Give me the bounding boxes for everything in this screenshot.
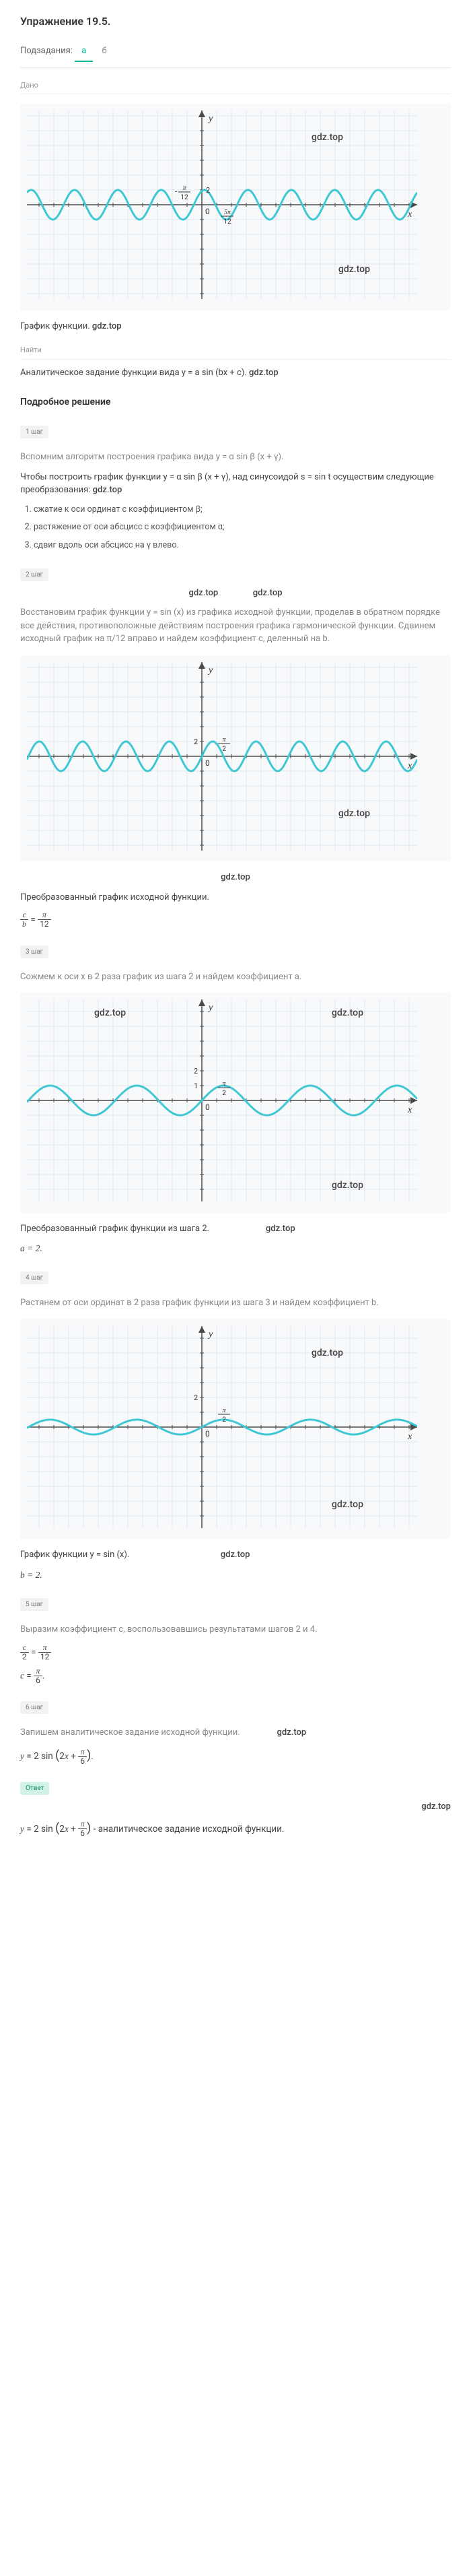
svg-text:2: 2 xyxy=(222,746,226,753)
graph-3-svg: yx012π2 xyxy=(27,999,417,1201)
svg-text:2: 2 xyxy=(194,1067,198,1076)
step6-text: Запишем аналитическое задание исходной ф… xyxy=(20,1726,451,1740)
svg-text:12: 12 xyxy=(180,194,188,201)
section-find: Найти xyxy=(20,345,451,360)
watermark: gdz.top xyxy=(277,1727,306,1738)
svg-text:0: 0 xyxy=(205,207,210,216)
step1-line2: Чтобы построить график функции y = α sin… xyxy=(20,472,434,496)
graph-4-svg: y x 0 2 π 2 xyxy=(27,1326,417,1528)
transform-list: сжатие к оси ординат с коэффициентом β; … xyxy=(34,504,451,552)
eq-cb: cb = π12 xyxy=(20,911,451,929)
page-title: Упражнение 19.5. xyxy=(20,13,451,30)
svg-text:y: y xyxy=(207,1329,213,1340)
list-item: сжатие к оси ординат с коэффициентом β; xyxy=(34,504,451,517)
step-3-badge: 3 шаг xyxy=(20,946,48,958)
step-6-badge: 6 шаг xyxy=(20,1701,48,1714)
list-item: сдвиг вдоль оси абсцисс на γ влево. xyxy=(34,539,451,552)
svg-text:0: 0 xyxy=(205,1102,210,1112)
graph-1-svg: yx0-π1225π12 xyxy=(27,110,417,299)
graph-1: yx0-π1225π12 gdz.top gdz.top xyxy=(20,104,451,310)
svg-text:y: y xyxy=(207,1003,213,1013)
tab-b[interactable]: б xyxy=(96,42,114,61)
svg-text:x: x xyxy=(407,1432,412,1442)
svg-text:2: 2 xyxy=(222,1416,226,1424)
watermark: gdz.top xyxy=(266,1224,295,1234)
eq-c2: c = π6. xyxy=(20,1667,451,1685)
step-4-badge: 4 шаг xyxy=(20,1272,48,1284)
watermark: gdz.top xyxy=(93,485,122,495)
svg-text:π: π xyxy=(222,736,226,744)
svg-text:12: 12 xyxy=(223,218,231,226)
graph3-caption: Преобразованный график функции из шага 2… xyxy=(20,1222,451,1236)
step6-line: Запишем аналитическое задание исходной ф… xyxy=(20,1727,240,1738)
svg-text:2: 2 xyxy=(194,1393,198,1402)
svg-text:π: π xyxy=(222,1407,226,1414)
graph2-caption: Преобразованный график исходной функции. xyxy=(20,891,451,904)
svg-text:0: 0 xyxy=(205,758,210,768)
eq-b: b = 2. xyxy=(20,1568,451,1582)
answer-badge: Ответ xyxy=(20,1782,49,1795)
watermark: gdz.top xyxy=(421,1802,451,1812)
graph1-caption: График функции. gdz.top xyxy=(20,320,451,333)
watermark: gdz.top xyxy=(253,588,283,598)
tab-a[interactable]: а xyxy=(75,42,93,62)
caption-text: Преобразованный график функции из шага 2… xyxy=(20,1224,209,1234)
svg-text:2: 2 xyxy=(194,737,198,746)
caption-text: График функции. xyxy=(20,321,90,331)
subtasks-label: Подзадания: xyxy=(20,46,73,56)
svg-text:2: 2 xyxy=(222,1090,226,1097)
svg-text:π: π xyxy=(182,185,186,192)
svg-text:1: 1 xyxy=(194,1082,198,1090)
answer-line: y = 2 sin (2x + π6) - аналитическое зада… xyxy=(20,1819,451,1839)
step-1-badge: 1 шаг xyxy=(20,426,48,438)
solution-heading: Подробное решение xyxy=(20,395,451,409)
step5-text: Выразим коэффициент c, воспользовавшись … xyxy=(20,1623,451,1637)
svg-text:2: 2 xyxy=(206,186,210,195)
svg-text:5π: 5π xyxy=(224,209,231,216)
step2-text: Восстановим график функции y = sin (x) и… xyxy=(20,606,451,646)
watermark: gdz.top xyxy=(188,588,218,598)
step3-text: Сожмем к оси x в 2 раза график из шага 2… xyxy=(20,970,451,984)
svg-text:-: - xyxy=(175,187,177,196)
eq-a: a = 2. xyxy=(20,1242,451,1255)
eq-final: y = 2 sin (2x + π6). xyxy=(20,1746,451,1766)
eq-c1: c2 = π12 xyxy=(20,1643,451,1661)
svg-text:0: 0 xyxy=(205,1429,210,1439)
step4-text: Растянем от оси ординат в 2 раза график … xyxy=(20,1296,451,1310)
svg-text:x: x xyxy=(407,1105,412,1115)
graph-3: yx012π2 gdz.top gdz.top gdz.top xyxy=(20,993,451,1213)
step-5-badge: 5 шаг xyxy=(20,1598,48,1611)
watermark: gdz.top xyxy=(92,321,122,331)
find-line: Аналитическое задание функции вида y = a… xyxy=(20,368,247,378)
step1-text2: Чтобы построить график функции y = α sin… xyxy=(20,471,451,497)
graph-2: yx02π2 gdz.top xyxy=(20,655,451,862)
watermark: gdz.top xyxy=(221,1550,250,1560)
list-item: растяжение от оси абсцисс с коэффициенто… xyxy=(34,521,451,534)
subtasks-bar: Подзадания: а б xyxy=(20,42,451,68)
svg-text:y: y xyxy=(207,114,213,124)
find-text: Аналитическое задание функции вида y = a… xyxy=(20,366,451,380)
graph4-caption: График функции y = sin (x). gdz.top xyxy=(20,1548,451,1562)
section-given: Дано xyxy=(20,80,451,95)
svg-text:y: y xyxy=(207,665,213,675)
step1-text1: Вспомним алгоритм построения графика вид… xyxy=(20,451,451,464)
graph-2-svg: yx02π2 xyxy=(27,662,417,851)
graph-4: yx02π2 gdz.top gdz.top xyxy=(20,1319,451,1540)
watermark: gdz.top xyxy=(221,872,250,882)
caption-text: График функции y = sin (x). xyxy=(20,1550,129,1560)
step-2-badge: 2 шаг xyxy=(20,568,48,581)
watermark: gdz.top xyxy=(249,368,279,378)
